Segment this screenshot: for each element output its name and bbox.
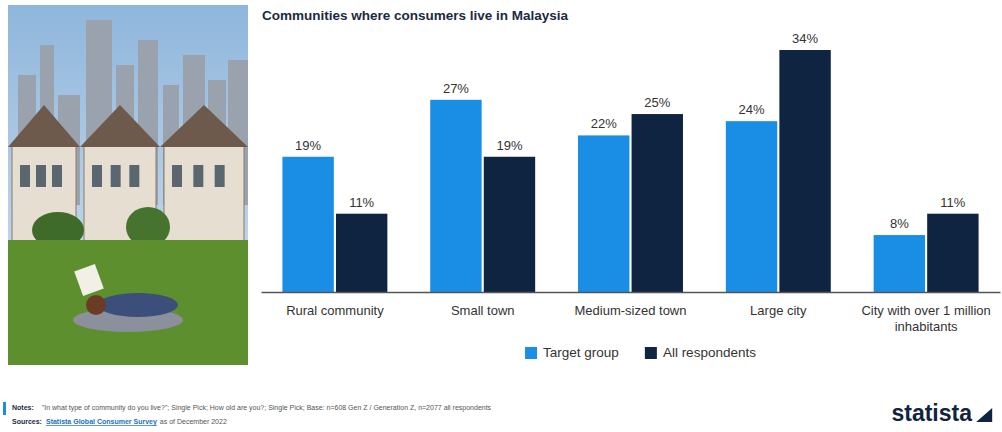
data-label: 22% [591, 116, 617, 131]
x-tick: City with over 1 millioninhabitants [861, 303, 990, 334]
x-tick: Small town [451, 303, 515, 318]
photo-window [172, 165, 182, 187]
data-label: 25% [644, 95, 670, 110]
photo-book [74, 264, 104, 296]
data-label: 11% [349, 195, 374, 210]
x-tick-label: Large city [750, 303, 807, 318]
data-label: 34% [792, 31, 818, 46]
photo [8, 5, 248, 365]
bar [484, 157, 535, 292]
data-label: 19% [496, 138, 522, 153]
photo-roof [80, 105, 160, 147]
photo-window [92, 165, 102, 187]
legend-item: All respondents [645, 345, 756, 360]
bar [927, 214, 978, 292]
chart-title: Communities where consumers live in Mala… [262, 8, 569, 23]
x-tick-label: City with over 1 millioninhabitants [861, 303, 990, 334]
x-tick-label: Small town [451, 303, 515, 318]
bar [632, 114, 683, 292]
bar [336, 214, 387, 292]
brand-icon [976, 408, 992, 422]
photo-window [36, 165, 46, 187]
legend-swatch [525, 347, 537, 359]
x-axis: Rural community Small town Medium-sized to… [262, 293, 1001, 334]
notes: Notes: "In what type of community do you … [12, 404, 492, 412]
data-labels: 19% 27% 22% 24% 8% 11% 19% 25% 34% 11% [295, 31, 966, 231]
photo-window [215, 165, 225, 187]
photo-roof [8, 105, 80, 147]
legend-swatch [645, 347, 657, 359]
bar [726, 121, 777, 292]
data-label: 19% [295, 138, 321, 153]
x-tick: Medium-sized town [575, 303, 687, 318]
x-tick-label-line: City with over 1 million [861, 303, 990, 318]
photo-person [98, 293, 178, 317]
photo-window [52, 165, 62, 187]
x-tick-label-line: inhabitants [895, 319, 958, 334]
photo-window [20, 165, 30, 187]
data-label: 24% [739, 102, 765, 117]
photo-house [164, 145, 244, 245]
sources: Sources: Statista Global Consumer Surveya… [12, 418, 227, 426]
x-tick-label: Medium-sized town [575, 303, 687, 318]
photo-person-head [86, 295, 106, 315]
x-tick: Rural community [286, 303, 384, 318]
legend-label: Target group [543, 345, 619, 360]
photo-window [129, 165, 139, 187]
notes-label: Notes: [12, 404, 34, 411]
sources-label: Sources: [12, 418, 42, 425]
bar [578, 135, 629, 292]
bar [874, 235, 925, 292]
x-tick-label: Rural community [286, 303, 384, 318]
bars [282, 50, 978, 292]
brand-logo: statista [891, 400, 972, 426]
bar-series [336, 50, 979, 292]
sources-link: Statista Global Consumer Survey [46, 418, 157, 426]
bar [779, 50, 830, 292]
photo-grass [8, 240, 248, 365]
data-label: 11% [940, 195, 965, 210]
notes-text: "In what type of community do you live?"… [42, 404, 492, 412]
photo-window [193, 165, 203, 187]
footer-accent [3, 402, 6, 415]
bar [282, 157, 333, 292]
legend: Target group All respondents [525, 345, 756, 360]
data-label: 8% [890, 216, 909, 231]
sources-text: as of December 2022 [160, 418, 227, 425]
legend-item: Target group [525, 345, 619, 360]
legend-label: All respondents [663, 345, 756, 360]
x-tick: Large city [750, 303, 807, 318]
data-label: 27% [443, 81, 469, 96]
bar [430, 100, 481, 292]
chart-root: Communities where consumers live in Mala… [0, 0, 1002, 432]
photo-window [111, 165, 121, 187]
photo-sky [8, 5, 248, 365]
x-axis-line [262, 292, 1001, 293]
photo-roof [160, 105, 248, 147]
